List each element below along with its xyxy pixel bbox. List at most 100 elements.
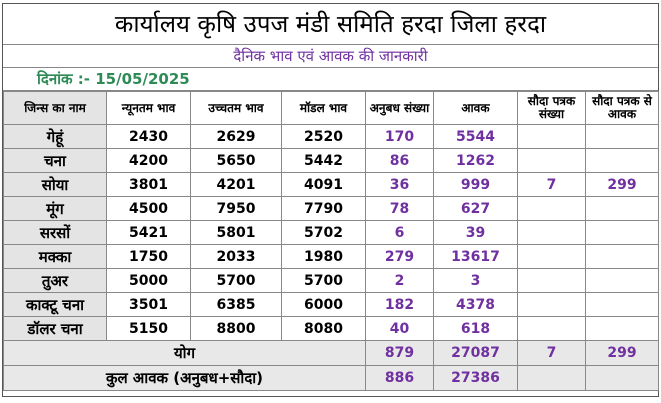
anubandh-count-cell: 182 bbox=[365, 292, 434, 317]
sauda-count-cell bbox=[517, 220, 586, 245]
aavak-cell: 39 bbox=[433, 220, 518, 245]
sauda-aavak-cell bbox=[585, 196, 659, 221]
model-price-cell: 8080 bbox=[281, 316, 366, 341]
col-header-sauda-count: सौदा पत्रक संख्या bbox=[517, 91, 586, 125]
sauda-aavak-cell bbox=[585, 220, 659, 245]
model-price-cell: 6000 bbox=[281, 292, 366, 317]
report-subtitle: दैनिक भाव एवं आवक की जानकारी bbox=[3, 45, 658, 68]
min-price-cell: 3801 bbox=[106, 172, 191, 197]
min-price-cell: 5421 bbox=[106, 220, 191, 245]
sauda-aavak-cell bbox=[585, 292, 659, 317]
kul-aavak-row: कुल आवक (अनुबध+सौदा) 886 27386 bbox=[3, 365, 659, 391]
kul-blank-2 bbox=[585, 365, 659, 391]
commodity-name-cell: सोया bbox=[3, 172, 107, 197]
yog-anubandh: 879 bbox=[365, 340, 434, 366]
sauda-count-cell bbox=[517, 316, 586, 341]
model-price-cell: 7790 bbox=[281, 196, 366, 221]
commodity-name-cell: तुअर bbox=[3, 268, 107, 293]
sauda-aavak-cell bbox=[585, 268, 659, 293]
table-row: मूंग 4500 7950 7790 78 627 bbox=[3, 196, 659, 221]
yog-label: योग bbox=[3, 340, 366, 366]
kul-aavak-label: कुल आवक (अनुबध+सौदा) bbox=[3, 365, 366, 391]
commodity-name-cell: मक्का bbox=[3, 244, 107, 269]
col-header-min-price: न्यूनतम भाव bbox=[106, 91, 191, 125]
anubandh-count-cell: 170 bbox=[365, 124, 434, 149]
anubandh-count-cell: 40 bbox=[365, 316, 434, 341]
model-price-cell: 5700 bbox=[281, 268, 366, 293]
anubandh-count-cell: 279 bbox=[365, 244, 434, 269]
col-header-max-price: उच्चतम भाव bbox=[190, 91, 282, 125]
table-row: काक्टू चना 3501 6385 6000 182 4378 bbox=[3, 292, 659, 317]
min-price-cell: 4500 bbox=[106, 196, 191, 221]
aavak-cell: 3 bbox=[433, 268, 518, 293]
aavak-cell: 999 bbox=[433, 172, 518, 197]
model-price-cell: 1980 bbox=[281, 244, 366, 269]
aavak-cell: 1262 bbox=[433, 148, 518, 173]
yog-total-row: योग 879 27087 7 299 bbox=[3, 340, 659, 366]
sauda-count-cell bbox=[517, 124, 586, 149]
table-row: चना 4200 5650 5442 86 1262 bbox=[3, 148, 659, 173]
anubandh-count-cell: 2 bbox=[365, 268, 434, 293]
col-header-commodity: जिन्स का नाम bbox=[3, 91, 107, 125]
anubandh-count-cell: 78 bbox=[365, 196, 434, 221]
kul-anubandh: 886 bbox=[365, 365, 434, 391]
sauda-count-cell: 7 bbox=[517, 172, 586, 197]
sauda-aavak-cell: 299 bbox=[585, 172, 659, 197]
price-table: जिन्स का नाम न्यूनतम भाव उच्चतम भाव मॉडल… bbox=[3, 91, 659, 391]
commodity-name-cell: चना bbox=[3, 148, 107, 173]
model-price-cell: 4091 bbox=[281, 172, 366, 197]
col-header-aavak: आवक bbox=[433, 91, 518, 125]
model-price-cell: 5702 bbox=[281, 220, 366, 245]
sauda-count-cell bbox=[517, 268, 586, 293]
min-price-cell: 5000 bbox=[106, 268, 191, 293]
min-price-cell: 3501 bbox=[106, 292, 191, 317]
min-price-cell: 1750 bbox=[106, 244, 191, 269]
sauda-aavak-cell bbox=[585, 316, 659, 341]
max-price-cell: 5801 bbox=[190, 220, 282, 245]
table-body: गेहूं 2430 2629 2520 170 5544 चना 4200 5650 5442 8… bbox=[3, 124, 659, 341]
max-price-cell: 8800 bbox=[190, 316, 282, 341]
sauda-count-cell bbox=[517, 292, 586, 317]
sauda-count-cell bbox=[517, 148, 586, 173]
max-price-cell: 5700 bbox=[190, 268, 282, 293]
max-price-cell: 2629 bbox=[190, 124, 282, 149]
commodity-name-cell: सरसों bbox=[3, 220, 107, 245]
kul-blank-1 bbox=[517, 365, 586, 391]
table-row: डॉलर चना 5150 8800 8080 40 618 bbox=[3, 316, 659, 341]
table-row: सरसों 5421 5801 5702 6 39 bbox=[3, 220, 659, 245]
commodity-name-cell: गेहूं bbox=[3, 124, 107, 149]
max-price-cell: 4201 bbox=[190, 172, 282, 197]
col-header-sauda-aavak: सौदा पत्रक से आवक bbox=[585, 91, 659, 125]
model-price-cell: 2520 bbox=[281, 124, 366, 149]
report-date: दिनांक :- 15/05/2025 bbox=[3, 68, 658, 91]
price-report-sheet: कार्यालय कृषि उपज मंडी समिति हरदा जिला ह… bbox=[2, 3, 659, 397]
kul-aavak: 27386 bbox=[433, 365, 518, 391]
report-title: कार्यालय कृषि उपज मंडी समिति हरदा जिला ह… bbox=[3, 4, 658, 45]
yog-sauda-count: 7 bbox=[517, 340, 586, 366]
sauda-aavak-cell bbox=[585, 244, 659, 269]
commodity-name-cell: काक्टू चना bbox=[3, 292, 107, 317]
yog-aavak: 27087 bbox=[433, 340, 518, 366]
sauda-aavak-cell bbox=[585, 148, 659, 173]
table-header-row: जिन्स का नाम न्यूनतम भाव उच्चतम भाव मॉडल… bbox=[3, 91, 659, 125]
min-price-cell: 2430 bbox=[106, 124, 191, 149]
anubandh-count-cell: 36 bbox=[365, 172, 434, 197]
aavak-cell: 5544 bbox=[433, 124, 518, 149]
min-price-cell: 5150 bbox=[106, 316, 191, 341]
max-price-cell: 5650 bbox=[190, 148, 282, 173]
aavak-cell: 4378 bbox=[433, 292, 518, 317]
max-price-cell: 2033 bbox=[190, 244, 282, 269]
sauda-count-cell bbox=[517, 196, 586, 221]
aavak-cell: 13617 bbox=[433, 244, 518, 269]
table-row: मक्का 1750 2033 1980 279 13617 bbox=[3, 244, 659, 269]
commodity-name-cell: मूंग bbox=[3, 196, 107, 221]
min-price-cell: 4200 bbox=[106, 148, 191, 173]
sauda-count-cell bbox=[517, 244, 586, 269]
yog-sauda-aavak: 299 bbox=[585, 340, 659, 366]
max-price-cell: 6385 bbox=[190, 292, 282, 317]
table-row: गेहूं 2430 2629 2520 170 5544 bbox=[3, 124, 659, 149]
col-header-model-price: मॉडल भाव bbox=[281, 91, 366, 125]
aavak-cell: 627 bbox=[433, 196, 518, 221]
sauda-aavak-cell bbox=[585, 124, 659, 149]
table-row: तुअर 5000 5700 5700 2 3 bbox=[3, 268, 659, 293]
